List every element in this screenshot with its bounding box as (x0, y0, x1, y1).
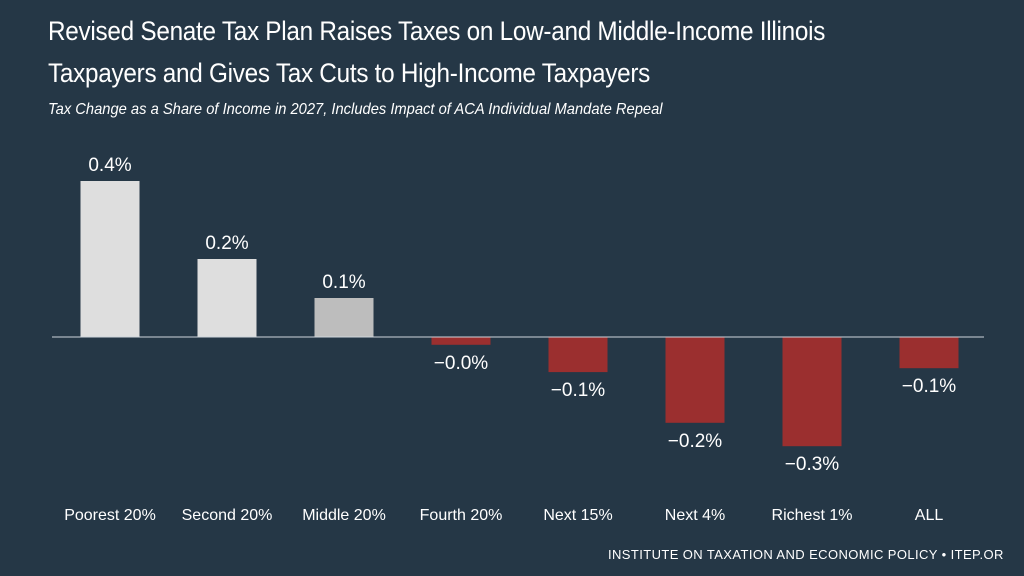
category-label: Richest 1% (772, 507, 853, 524)
data-label: −0.1% (551, 380, 606, 401)
data-label: −0.1% (902, 376, 957, 397)
category-label: Middle 20% (302, 507, 386, 524)
bar-poorest-20 (80, 181, 140, 337)
data-label: 0.2% (205, 233, 248, 254)
bar-richest-1 (782, 337, 842, 447)
chart-title-line-1: Revised Senate Tax Plan Raises Taxes on … (48, 16, 826, 46)
bar-all (899, 337, 959, 369)
chart-title: Revised Senate Tax Plan Raises Taxes on … (48, 10, 912, 94)
category-label: Next 4% (665, 507, 725, 524)
chart-subtitle: Tax Change as a Share of Income in 2027,… (48, 101, 663, 118)
bars-group (80, 181, 959, 447)
category-label: Second 20% (182, 507, 273, 524)
data-label: 0.1% (322, 272, 365, 293)
chart-title-line-2: Taxpayers and Gives Tax Cuts to High-Inc… (48, 58, 651, 88)
category-labels-group: Poorest 20% Second 20% Middle 20% Fourth 20… (64, 507, 943, 524)
source-footer: INSTITUTE ON TAXATION AND ECONOMIC POLIC… (608, 547, 1004, 562)
data-label: −0.2% (668, 431, 723, 452)
value-labels-group: 0.4% 0.2% 0.1% −0.0% −0.1% −0.2% −0.3% −0.1% (88, 155, 956, 475)
category-label: Fourth 20% (420, 507, 503, 524)
category-label: Next 15% (543, 507, 612, 524)
bar-next-15 (548, 337, 608, 373)
bar-second-20 (197, 259, 257, 337)
bar-fourth-20 (431, 337, 491, 345)
data-label: −0.0% (434, 353, 489, 374)
data-label: −0.3% (785, 454, 840, 475)
bar-middle-20 (314, 298, 374, 337)
category-label: Poorest 20% (64, 507, 156, 524)
category-label: ALL (915, 507, 944, 524)
data-label: 0.4% (88, 155, 131, 176)
bar-next-4 (665, 337, 725, 423)
